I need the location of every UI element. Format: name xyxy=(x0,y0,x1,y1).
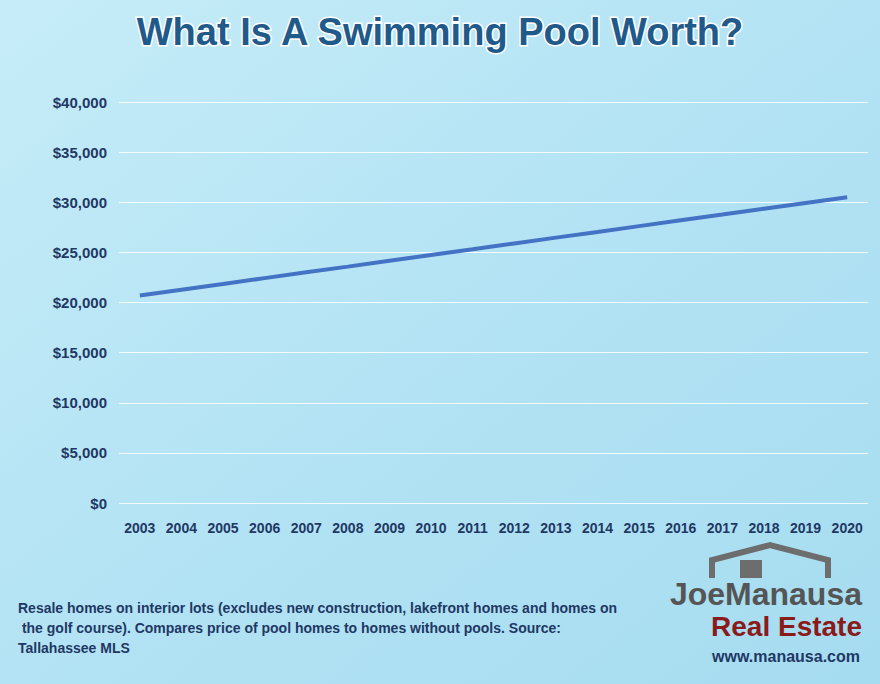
svg-text:$25,000: $25,000 xyxy=(53,244,107,261)
svg-text:2015: 2015 xyxy=(624,520,655,536)
svg-text:2007: 2007 xyxy=(291,520,322,536)
svg-text:the golf course). Compares pri: the golf course). Compares price of pool… xyxy=(18,620,565,636)
svg-text:$0: $0 xyxy=(90,495,107,512)
svg-text:$20,000: $20,000 xyxy=(53,294,107,311)
svg-text:2010: 2010 xyxy=(416,520,447,536)
svg-text:2019: 2019 xyxy=(790,520,821,536)
svg-text:What Is A Swimming Pool Worth?: What Is A Swimming Pool Worth? xyxy=(137,11,744,53)
svg-text:2009: 2009 xyxy=(374,520,405,536)
svg-text:Tallahassee MLS: Tallahassee MLS xyxy=(18,640,130,656)
svg-text:$30,000: $30,000 xyxy=(53,194,107,211)
svg-text:2014: 2014 xyxy=(582,520,613,536)
svg-text:2012: 2012 xyxy=(499,520,530,536)
svg-text:2018: 2018 xyxy=(748,520,779,536)
svg-text:2003: 2003 xyxy=(124,520,155,536)
svg-text:2004: 2004 xyxy=(166,520,197,536)
svg-text:$5,000: $5,000 xyxy=(61,444,107,461)
svg-text:$10,000: $10,000 xyxy=(53,394,107,411)
svg-text:2008: 2008 xyxy=(332,520,363,536)
svg-text:www.manausa.com: www.manausa.com xyxy=(711,648,860,665)
svg-text:2020: 2020 xyxy=(832,520,863,536)
svg-text:2011: 2011 xyxy=(458,520,489,536)
svg-text:2016: 2016 xyxy=(665,520,696,536)
svg-text:Real Estate: Real Estate xyxy=(711,611,862,642)
svg-text:$40,000: $40,000 xyxy=(53,94,107,111)
svg-text:2013: 2013 xyxy=(540,520,571,536)
svg-text:2006: 2006 xyxy=(249,520,280,536)
svg-text:Resale homes on interior lots: Resale homes on interior lots (excludes … xyxy=(18,600,617,616)
svg-text:2017: 2017 xyxy=(707,520,738,536)
svg-text:2005: 2005 xyxy=(207,520,238,536)
svg-text:JoeManausa: JoeManausa xyxy=(670,576,862,612)
svg-text:$35,000: $35,000 xyxy=(53,144,107,161)
svg-text:$15,000: $15,000 xyxy=(53,344,107,361)
